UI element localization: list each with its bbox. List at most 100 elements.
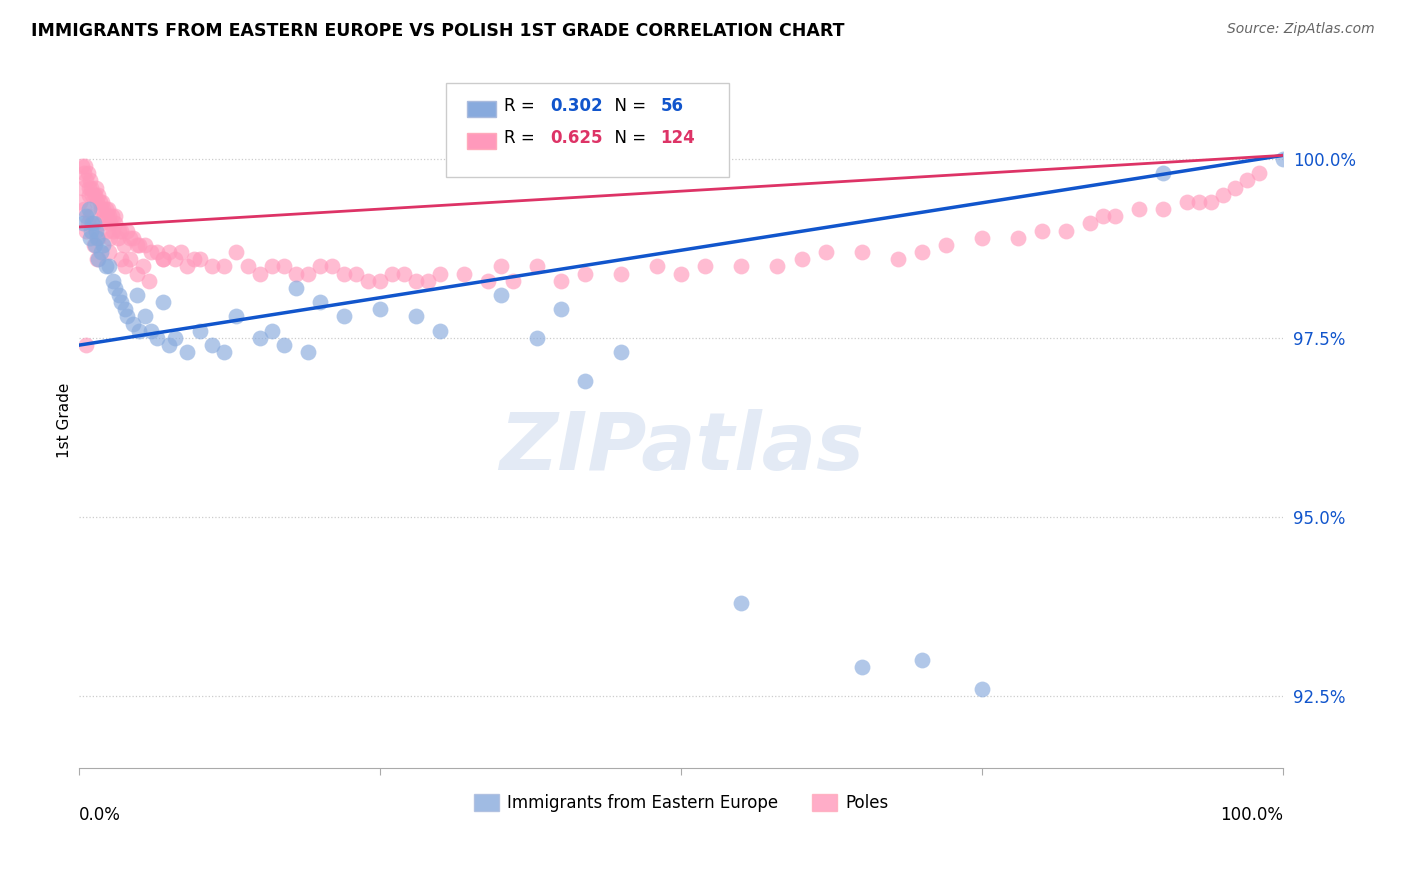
Point xyxy=(790,252,813,267)
Point xyxy=(610,345,633,359)
Point xyxy=(309,260,332,274)
Text: N =: N = xyxy=(605,128,651,146)
Point xyxy=(851,660,873,674)
Point xyxy=(108,223,131,237)
Point xyxy=(87,187,110,202)
Y-axis label: 1st Grade: 1st Grade xyxy=(58,383,72,458)
Point xyxy=(972,681,994,696)
Text: R =: R = xyxy=(505,128,540,146)
Point xyxy=(73,202,96,216)
Point xyxy=(96,223,118,237)
Point xyxy=(574,267,596,281)
Point xyxy=(90,216,112,230)
Point xyxy=(1212,187,1234,202)
Point xyxy=(260,324,283,338)
Point xyxy=(117,310,139,324)
Point xyxy=(368,302,391,317)
Point xyxy=(108,288,131,302)
Text: 100.0%: 100.0% xyxy=(1220,805,1284,824)
Point xyxy=(98,245,121,260)
Point xyxy=(200,260,222,274)
Point xyxy=(77,202,100,216)
Point xyxy=(1031,223,1053,237)
Point xyxy=(249,267,271,281)
Point xyxy=(159,338,181,352)
Point xyxy=(321,260,343,274)
Point xyxy=(236,260,259,274)
Point xyxy=(344,267,367,281)
Point xyxy=(730,596,752,610)
Point xyxy=(75,223,97,237)
Point xyxy=(75,338,97,352)
Point xyxy=(70,159,93,173)
Point xyxy=(526,260,548,274)
Point xyxy=(1236,173,1258,187)
Point xyxy=(72,180,94,194)
Point xyxy=(94,260,117,274)
Point xyxy=(225,310,247,324)
Point xyxy=(550,274,572,288)
Point xyxy=(453,267,475,281)
Point xyxy=(429,324,451,338)
Point xyxy=(75,173,97,187)
FancyBboxPatch shape xyxy=(467,133,496,149)
Point xyxy=(83,216,105,230)
Point xyxy=(86,252,108,267)
Point xyxy=(77,180,100,194)
Point xyxy=(972,230,994,244)
Text: R =: R = xyxy=(505,96,540,115)
Point xyxy=(489,260,512,274)
Point xyxy=(101,274,124,288)
Point xyxy=(82,216,104,230)
Point xyxy=(104,281,127,295)
Point xyxy=(128,238,150,252)
Point xyxy=(429,267,451,281)
Point xyxy=(134,238,156,252)
Point xyxy=(104,209,127,223)
Point xyxy=(152,295,174,310)
Point xyxy=(96,209,118,223)
Point xyxy=(125,288,148,302)
Point xyxy=(79,230,101,244)
Text: Source: ZipAtlas.com: Source: ZipAtlas.com xyxy=(1227,22,1375,37)
Point xyxy=(170,245,193,260)
Point xyxy=(97,202,120,216)
Point xyxy=(297,345,319,359)
Point xyxy=(76,216,98,230)
Point xyxy=(911,245,934,260)
Point xyxy=(212,260,235,274)
Text: 0.625: 0.625 xyxy=(550,128,602,146)
Point xyxy=(79,173,101,187)
Text: 0.302: 0.302 xyxy=(550,96,603,115)
Point xyxy=(90,202,112,216)
Point xyxy=(176,345,198,359)
Point xyxy=(86,194,108,209)
Point xyxy=(125,267,148,281)
Point xyxy=(117,223,139,237)
Point xyxy=(80,223,103,237)
Point xyxy=(1152,202,1174,216)
Point xyxy=(165,252,187,267)
Point xyxy=(122,317,145,331)
Point xyxy=(188,252,211,267)
Point xyxy=(79,209,101,223)
Point xyxy=(284,267,307,281)
Point xyxy=(309,295,332,310)
Point xyxy=(87,230,110,244)
Point xyxy=(75,159,97,173)
Point xyxy=(91,238,114,252)
Point xyxy=(112,238,135,252)
Point xyxy=(114,302,136,317)
Point xyxy=(165,331,187,345)
Point xyxy=(284,281,307,295)
Point xyxy=(141,324,163,338)
Point xyxy=(82,187,104,202)
Point xyxy=(489,288,512,302)
Point xyxy=(77,187,100,202)
Point xyxy=(1152,166,1174,180)
Point xyxy=(110,223,132,237)
Point xyxy=(200,338,222,352)
Point xyxy=(176,260,198,274)
Point xyxy=(1054,223,1077,237)
Point xyxy=(392,267,415,281)
